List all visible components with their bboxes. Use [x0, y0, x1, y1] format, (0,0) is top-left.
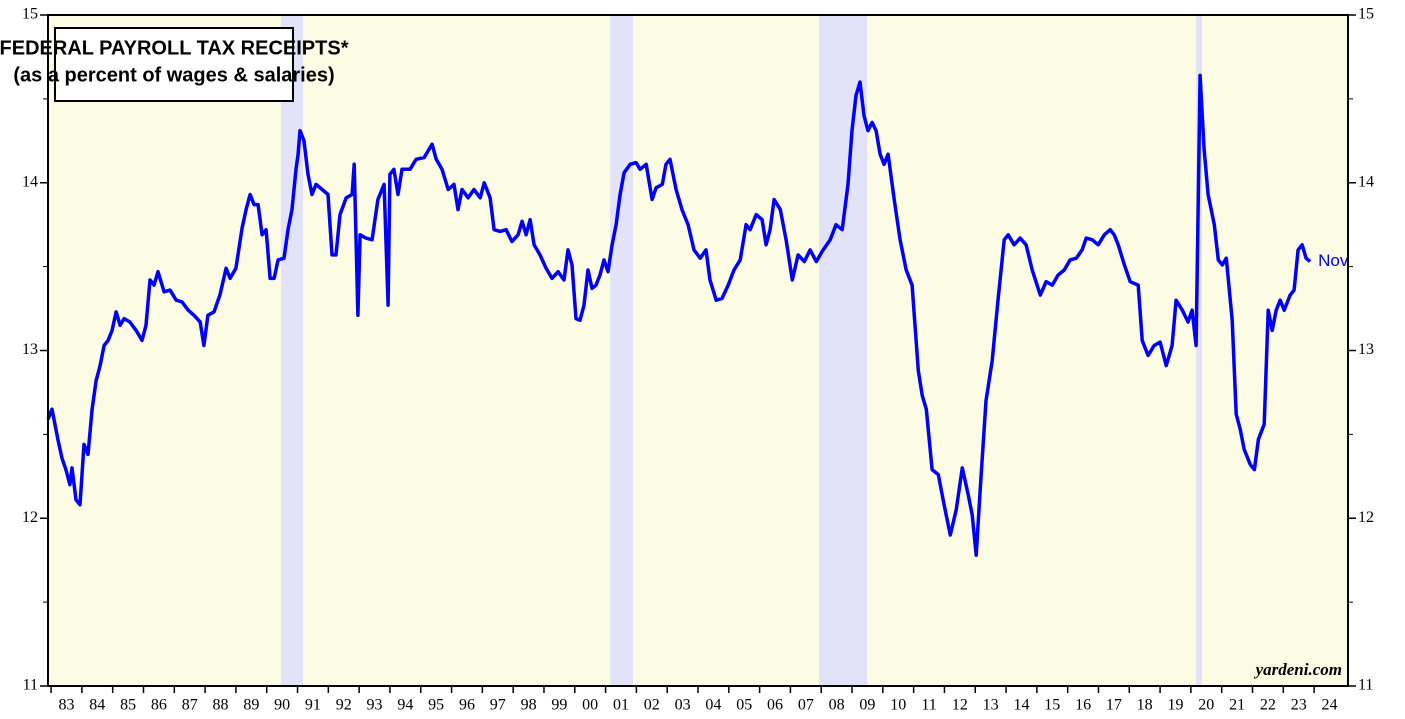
x-tick-label: 88	[213, 697, 229, 714]
recession-band	[280, 15, 304, 686]
x-tick-label: 23	[1291, 697, 1307, 714]
x-tick-label: 85	[120, 697, 136, 714]
x-tick-label: 09	[859, 697, 875, 714]
y2-tick-label: 13	[1358, 341, 1374, 358]
x-tick-label: 12	[952, 697, 968, 714]
x-tick-label: 18	[1137, 697, 1153, 714]
y2-tick-label: 12	[1358, 509, 1374, 526]
x-tick-label: 16	[1075, 697, 1091, 714]
plot-background	[48, 15, 1348, 686]
x-tick-label: 91	[305, 697, 321, 714]
recession-band	[610, 15, 633, 686]
x-tick-label: 92	[336, 697, 352, 714]
y-tick-label: 13	[22, 341, 38, 358]
x-tick-label: 95	[428, 697, 444, 714]
x-tick-label: 08	[829, 697, 845, 714]
y-tick-label: 11	[23, 677, 38, 694]
x-tick-label: 20	[1198, 697, 1214, 714]
x-tick-label: 98	[521, 697, 537, 714]
y2-tick-label: 15	[1358, 6, 1374, 23]
x-tick-label: 89	[243, 697, 259, 714]
x-tick-label: 03	[675, 697, 691, 714]
x-tick-label: 10	[890, 697, 906, 714]
x-tick-label: 93	[367, 697, 383, 714]
x-tick-label: 87	[182, 697, 198, 714]
x-tick-label: 11	[921, 697, 936, 714]
x-tick-label: 17	[1106, 697, 1122, 714]
x-tick-label: 96	[459, 697, 475, 714]
x-tick-label: 07	[798, 697, 814, 714]
x-tick-label: 86	[151, 697, 167, 714]
title-box	[54, 27, 294, 102]
x-tick-label: 97	[490, 697, 506, 714]
x-tick-label: 15	[1044, 697, 1060, 714]
x-tick-label: 90	[274, 697, 290, 714]
x-tick-label: 02	[644, 697, 660, 714]
x-tick-label: 94	[397, 697, 413, 714]
source-note: yardeni.com	[1254, 660, 1342, 679]
x-tick-label: 01	[613, 697, 629, 714]
x-tick-label: 24	[1322, 697, 1338, 714]
chart-subtitle: (as a percent of wages & salaries)	[13, 64, 334, 86]
x-tick-label: 83	[58, 697, 74, 714]
x-tick-label: 13	[983, 697, 999, 714]
y2-tick-label: 11	[1358, 677, 1373, 694]
recession-band	[819, 15, 868, 686]
x-tick-label: 21	[1229, 697, 1245, 714]
x-tick-label: 04	[705, 697, 721, 714]
y-tick-label: 15	[22, 6, 38, 23]
chart-title: FEDERAL PAYROLL TAX RECEIPTS*	[0, 37, 349, 59]
x-tick-label: 22	[1260, 697, 1276, 714]
data-line	[46, 73, 1312, 557]
plot-area: 11 11 12 12 13 13 14 14 15 15 83 84 85 86 87 88 89 90 91 92…	[22, 6, 1374, 714]
x-tick-label: 05	[736, 697, 752, 714]
y2-tick-label: 14	[1358, 173, 1374, 190]
x-tick-label: 14	[1013, 697, 1029, 714]
x-tick-label: 99	[551, 697, 567, 714]
x-tick-label: 84	[89, 697, 105, 714]
x-tick-label: 19	[1167, 697, 1183, 714]
y-tick-label: 12	[22, 509, 38, 526]
recession-band	[1196, 15, 1202, 686]
y-tick-label: 14	[22, 173, 38, 190]
plot-frame	[47, 14, 1349, 687]
x-tick-label: 06	[767, 697, 783, 714]
end-label: Nov	[1318, 251, 1349, 270]
x-tick-label: 00	[582, 697, 598, 714]
